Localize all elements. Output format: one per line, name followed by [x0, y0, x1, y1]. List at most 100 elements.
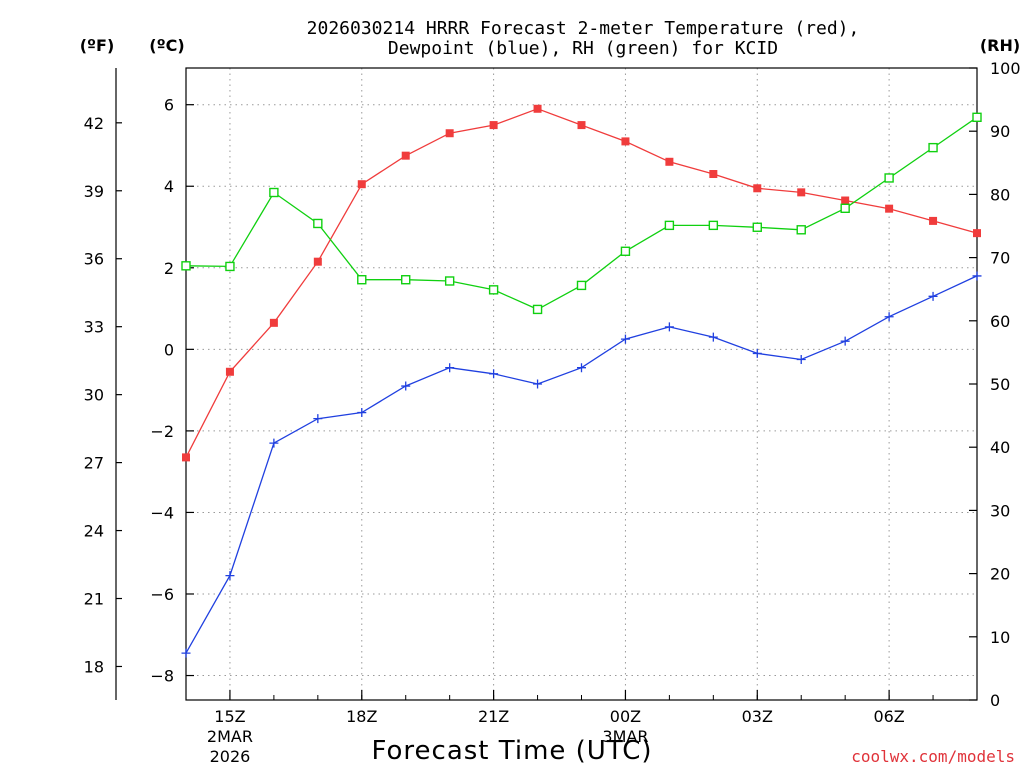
rh-point [401, 275, 411, 285]
rh-tick-label: 100 [990, 59, 1021, 78]
labels-layer: 2026030214 HRRR Forecast 2-meter Tempera… [80, 18, 1020, 766]
rh-unit-label: (RH) [980, 36, 1020, 55]
rh-tick-label: 80 [990, 185, 1010, 204]
temperature-point [665, 157, 674, 166]
rh-point [444, 276, 455, 286]
dewpoint-point [884, 312, 894, 322]
fahrenheit-tick-label: 24 [84, 522, 104, 541]
temperature-point [973, 229, 981, 238]
fahrenheit-tick-label: 18 [84, 657, 104, 676]
x-tick-label: 06Z [873, 707, 904, 726]
x-axis-label: Forecast Time (UTC) [371, 736, 652, 766]
rh-tick-label: 30 [990, 501, 1010, 520]
x-tick-label: 03Z [742, 707, 773, 726]
rh-point [928, 142, 938, 153]
temperature-point [841, 196, 850, 205]
rh-tick-label: 10 [990, 628, 1010, 647]
rh-point [796, 225, 806, 235]
fahrenheit-tick-label: 30 [84, 386, 104, 405]
celsius-tick-label: −2 [150, 422, 174, 441]
rh-tick-label: 90 [990, 122, 1010, 141]
celsius-tick-label: −8 [150, 667, 174, 686]
rh-point [357, 275, 367, 285]
rh-point [752, 222, 762, 232]
rh-tick-label: 50 [990, 375, 1010, 394]
x-tick-label: 18Z [346, 707, 377, 726]
temperature-point [357, 180, 366, 189]
fahrenheit-unit-label: (ºF) [80, 36, 115, 55]
rh-tick-label: 0 [990, 691, 1000, 710]
rh-point [972, 112, 982, 122]
dewpoint-point [708, 332, 718, 342]
celsius-unit-label: (ºC) [149, 36, 184, 55]
fahrenheit-tick-label: 33 [84, 318, 104, 337]
temperature-point [313, 257, 322, 266]
fahrenheit-tick-label: 36 [84, 250, 104, 269]
dewpoint-point [620, 334, 630, 344]
temperature-point [401, 151, 410, 160]
rh-tick-label: 70 [990, 249, 1010, 268]
dewpoint-point [533, 379, 543, 389]
dewpoint-point [840, 336, 850, 346]
rh-point [708, 220, 719, 231]
rh-point [225, 261, 235, 272]
rh-tick-label: 40 [990, 438, 1010, 457]
dewpoint-point [269, 438, 279, 448]
x-tick-label: 15Z [214, 707, 245, 726]
rh-tick-label: 60 [990, 312, 1010, 331]
rh-point [313, 218, 323, 229]
fahrenheit-tick-label: 27 [84, 454, 104, 473]
fahrenheit-tick-label: 42 [84, 114, 104, 133]
temperature-point [445, 129, 454, 138]
chart-title-line-2: Dewpoint (blue), RH (green) for KCID [388, 38, 778, 59]
dewpoint-point [489, 369, 499, 379]
x-tick-year-label: 2026 [210, 747, 251, 766]
rh-point [532, 304, 543, 315]
dewpoint-point [577, 363, 586, 373]
dewpoint-point [357, 408, 367, 418]
temperature-point [885, 204, 894, 213]
x-tick-date-label: 2MAR [207, 727, 253, 746]
celsius-tick-label: 2 [164, 259, 174, 278]
rh-point [884, 173, 894, 183]
rh-point [664, 220, 675, 231]
plot-frame [185, 67, 978, 701]
series-layer [181, 104, 982, 658]
x-tick-label: 00Z [610, 707, 641, 726]
dewpoint-point [752, 348, 762, 358]
dewpoint-point [796, 355, 806, 365]
dewpoint-point [445, 363, 455, 373]
temperature-point [577, 121, 586, 130]
dewpoint-point [664, 322, 674, 332]
dewpoint-point [225, 571, 235, 581]
dewpoint-line [185, 275, 978, 654]
temperature-point [621, 137, 630, 146]
temperature-point [269, 318, 278, 327]
temperature-point [533, 104, 542, 113]
celsius-tick-label: −4 [150, 503, 174, 522]
dewpoint-point [313, 414, 323, 424]
temperature-point [489, 121, 498, 130]
celsius-tick-label: 4 [164, 177, 174, 196]
rh-point [181, 261, 191, 271]
fahrenheit-tick-label: 39 [84, 182, 104, 201]
celsius-tick-label: 6 [164, 96, 174, 115]
rh-point [576, 280, 587, 291]
temperature-point [753, 184, 762, 193]
dewpoint-point [928, 291, 938, 301]
rh-point [488, 285, 499, 295]
dewpoint-point [401, 381, 411, 391]
grid-layer [186, 68, 977, 700]
x-tick-label: 21Z [478, 707, 509, 726]
temperature-point [225, 367, 234, 376]
temperature-point [709, 170, 718, 179]
celsius-tick-label: 0 [164, 340, 174, 359]
rh-point [269, 187, 279, 198]
temperature-point [182, 453, 190, 462]
celsius-tick-label: −6 [150, 585, 174, 604]
rh-point [840, 203, 850, 214]
credit-text: coolwx.com/models [851, 747, 1015, 766]
x-tick-date-label: 3MAR [602, 727, 648, 746]
